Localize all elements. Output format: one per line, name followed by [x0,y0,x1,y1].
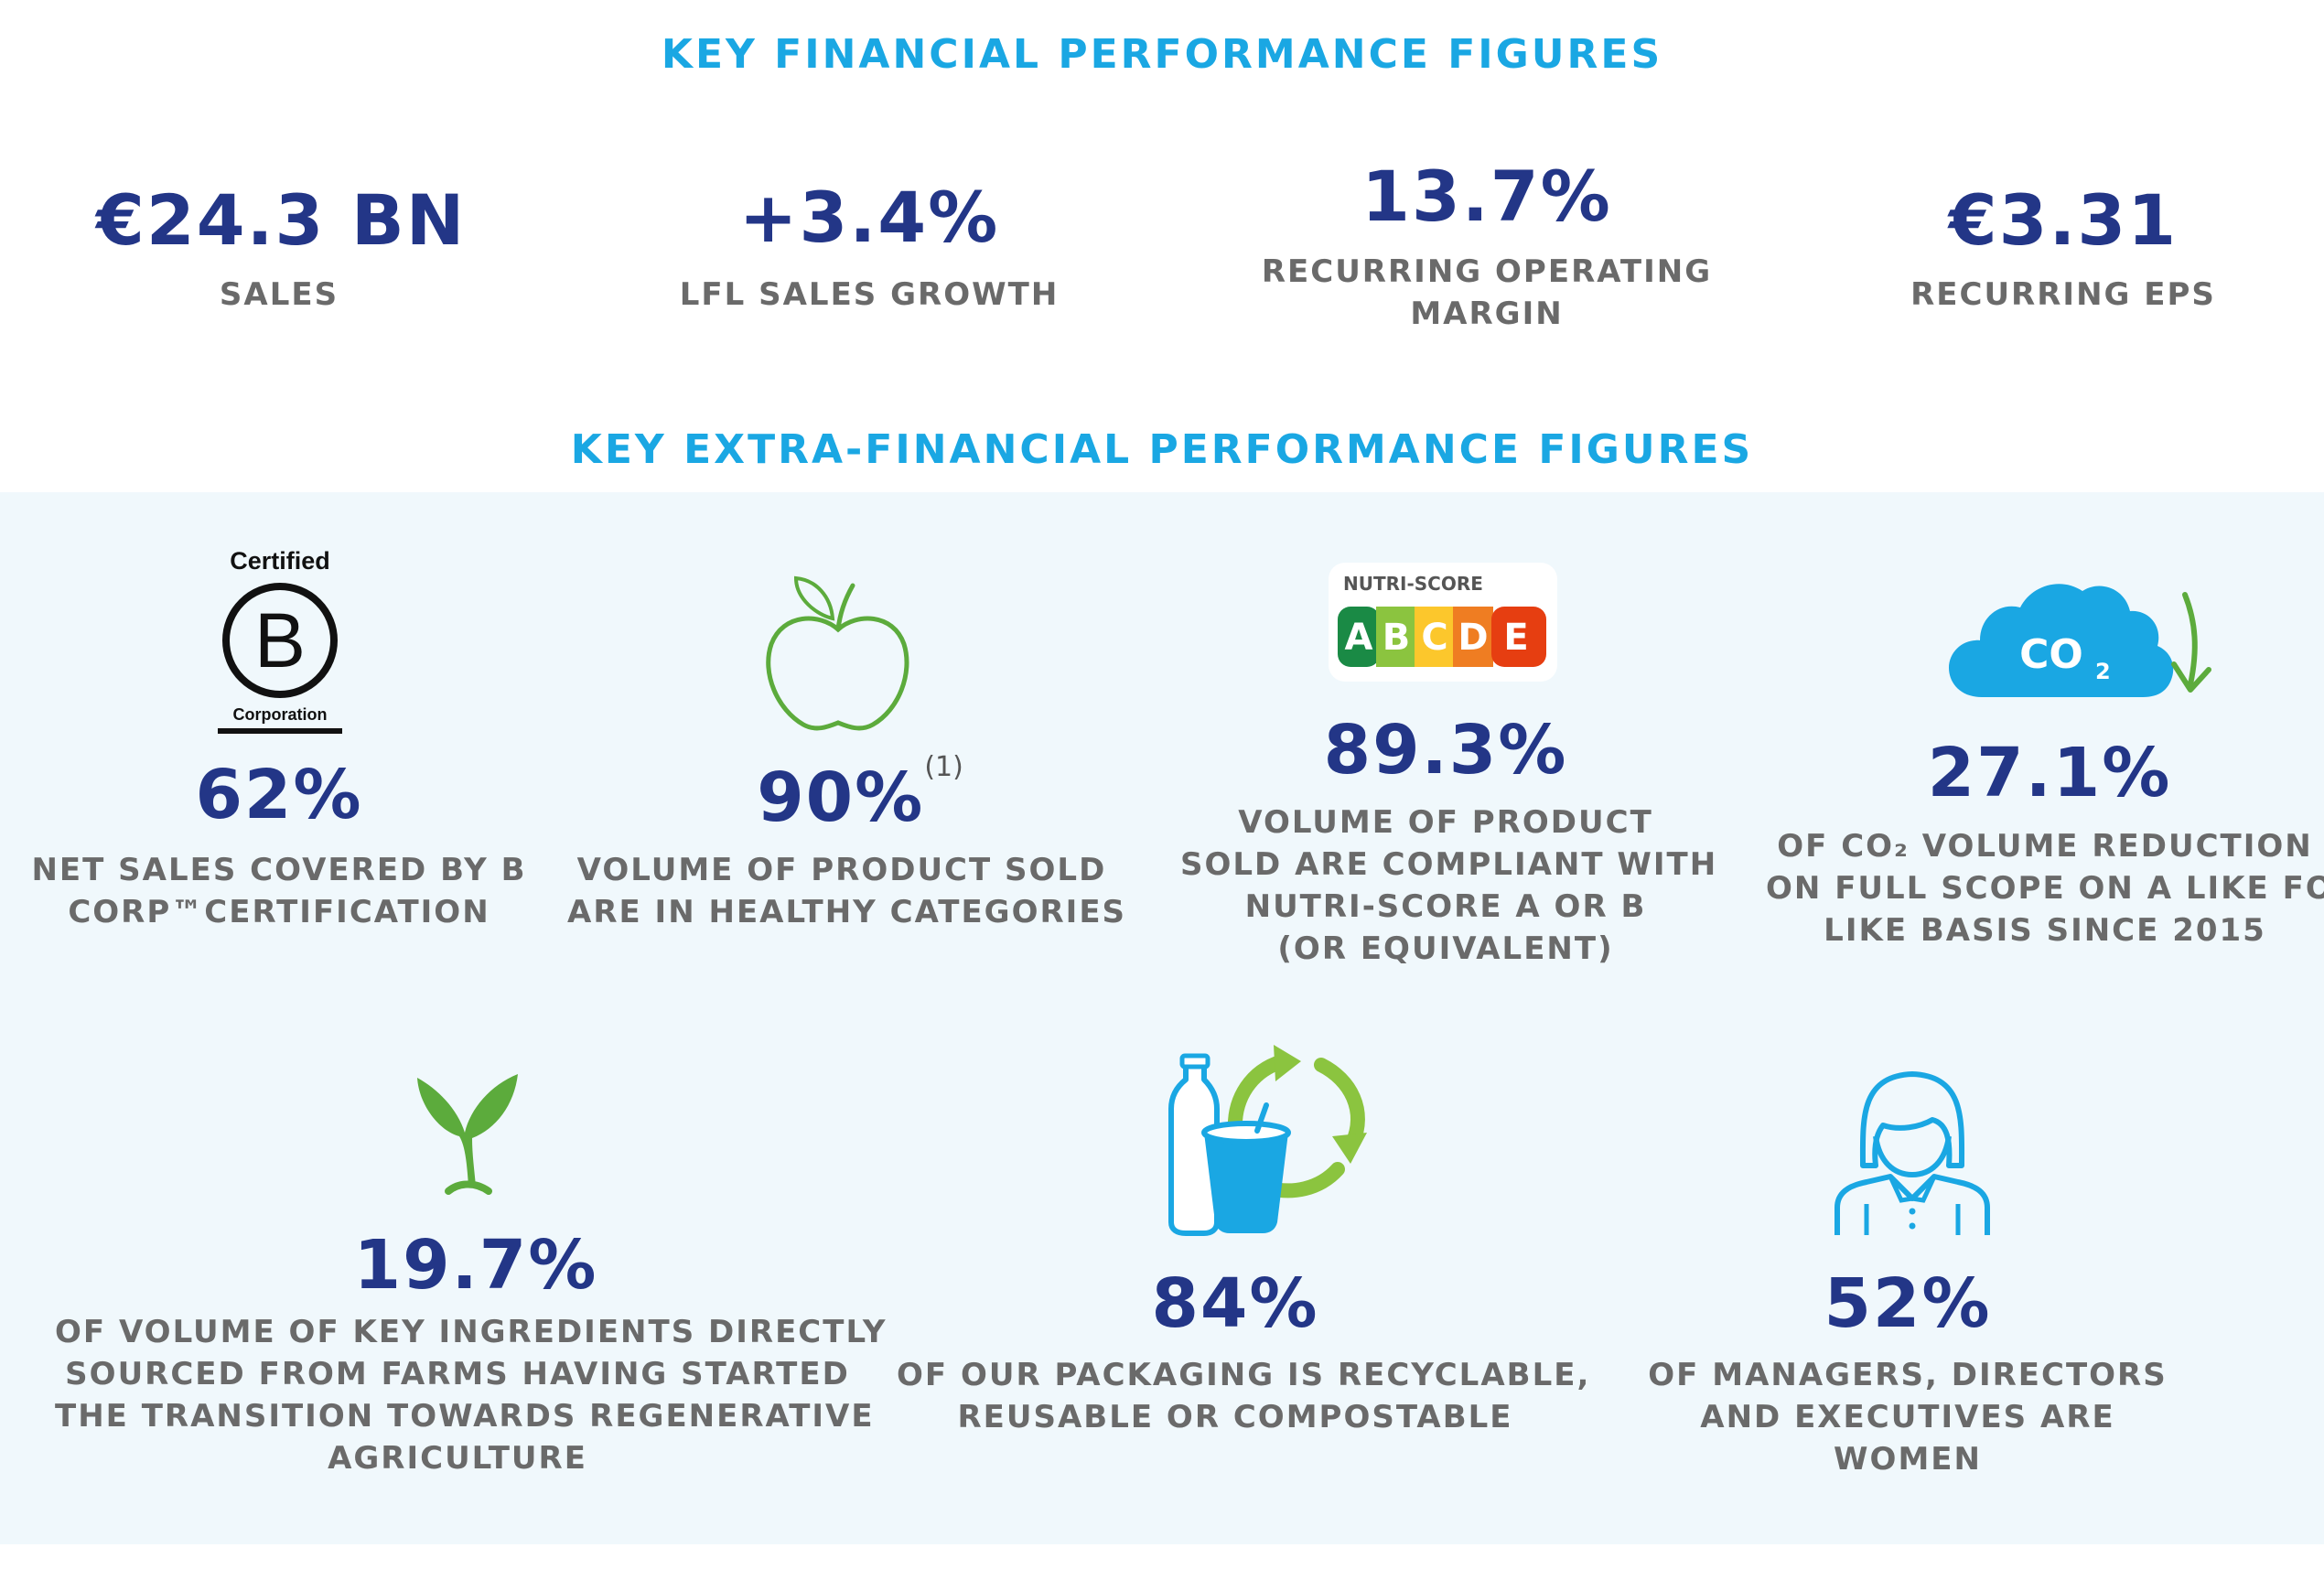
recurring-eps-value: €3.31 [1948,179,2179,261]
nutri-score-label: VOLUME OF PRODUCT SOLD ARE COMPLIANT WIT… [1180,804,1718,967]
svg-text:D: D [1458,617,1488,659]
b-corp-certified-icon: Certified B Corporation [218,547,342,734]
operating-margin-label: RECURRING OPERATING MARGIN [1261,253,1713,332]
lfl-growth-label: LFL SALES GROWTH [679,276,1060,313]
bcorp-label: NET SALES COVERED BY B CORP™CERTIFICATIO… [31,852,527,930]
svg-text:NUTRI-SCORE: NUTRI-SCORE [1343,573,1483,595]
svg-text:2: 2 [2095,659,2111,684]
co2-reduction-value: 27.1% [1927,734,2172,812]
women-managers-value: 52% [1824,1264,1992,1343]
operating-margin-value: 13.7% [1361,156,1612,237]
woman-manager-icon [1834,1071,1990,1235]
packaging-label: OF OUR PACKAGING IS RECYCLABLE, REUSABLE… [897,1357,1591,1435]
svg-text:B: B [254,597,306,683]
svg-text:Corporation: Corporation [233,705,328,724]
bcorp-value: 62% [195,756,363,834]
healthy-categories-value: 90%(1) [757,751,963,837]
sprout-icon [417,1074,518,1195]
healthy-categories-label: VOLUME OF PRODUCT SOLD ARE IN HEALTHY CA… [567,852,1127,930]
svg-text:CO: CO [2019,631,2083,678]
packaging-value: 84% [1151,1264,1319,1343]
nutri-score-icon: NUTRI-SCORE A B C D E [1338,573,1546,667]
recyclable-packaging-icon [1168,1045,1367,1236]
footnote-marker: (1) [924,751,963,783]
lfl-growth-value: +3.4% [738,177,1000,258]
svg-text:Certified: Certified [230,547,330,575]
recurring-eps-label: RECURRING EPS [1910,276,2216,313]
extra-financial-panel [0,492,2324,1544]
svg-text:A: A [1345,617,1373,659]
svg-text:B: B [1383,617,1411,659]
regenerative-agriculture-label: OF VOLUME OF KEY INGREDIENTS DIRECTLY SO… [55,1314,888,1477]
svg-text:C: C [1421,617,1447,659]
women-managers-label: OF MANAGERS, DIRECTORS AND EXECUTIVES AR… [1648,1357,2168,1478]
nutri-score-value: 89.3% [1323,711,1568,790]
sales-value: €24.3 BN [96,179,467,261]
financial-heading: KEY FINANCIAL PERFORMANCE FIGURES [661,31,1663,78]
extra-financial-heading: KEY EXTRA-FINANCIAL PERFORMANCE FIGURES [570,426,1754,473]
co2-reduction-label: OF CO₂ VOLUME REDUCTION ON FULL SCOPE ON… [1766,828,2324,949]
co2-cloud-down-arrow-icon: CO 2 [1949,584,2211,697]
sales-label: SALES [219,276,339,313]
apple-icon [766,575,909,731]
regenerative-agriculture-value: 19.7% [353,1226,598,1305]
svg-text:E: E [1503,617,1528,659]
